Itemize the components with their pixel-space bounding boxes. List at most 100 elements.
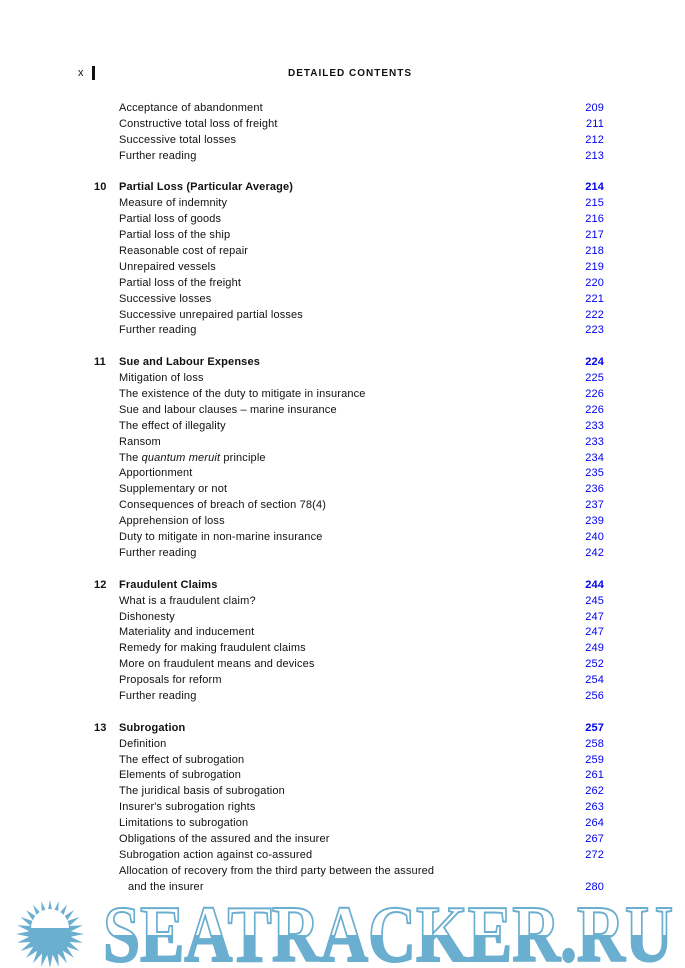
page-number-link[interactable]: 244 <box>585 578 604 591</box>
page-number-link[interactable]: 259 <box>585 753 604 766</box>
toc-entry[interactable]: Further reading 256 <box>0 689 685 705</box>
toc-entry[interactable]: Apprehension of loss 239 <box>0 514 685 530</box>
page-number-link[interactable]: 254 <box>585 674 604 687</box>
chapter-title: Subrogation <box>119 721 186 734</box>
page-number-link[interactable]: 242 <box>585 546 604 559</box>
page-number-link[interactable]: 280 <box>585 880 604 893</box>
toc-entry[interactable]: Acceptance of abandonment 209 <box>0 101 685 117</box>
page-number-link[interactable]: 212 <box>585 133 604 146</box>
toc-entry[interactable]: Consequences of breach of section 78(4) 2… <box>0 498 685 514</box>
toc-entry[interactable]: More on fraudulent means and devices 252 <box>0 657 685 673</box>
page-number-link[interactable]: 233 <box>585 435 604 448</box>
chapter-row[interactable]: 13 Subrogation 257 <box>0 721 685 737</box>
toc-entry[interactable]: Allocation of recovery from the third pa… <box>0 864 685 880</box>
toc-entry[interactable]: Supplementary or not 236 <box>0 482 685 498</box>
toc-entry[interactable]: Successive losses 221 <box>0 292 685 308</box>
toc-entry[interactable]: Further reading 242 <box>0 546 685 562</box>
entry-title: The quantum meruit principle <box>119 451 266 467</box>
toc-entry[interactable]: The effect of illegality 233 <box>0 419 685 435</box>
toc-entry[interactable]: Insurer's subrogation rights 263 <box>0 800 685 816</box>
page-number-link[interactable]: 263 <box>585 801 604 814</box>
toc-entry[interactable]: Elements of subrogation 261 <box>0 768 685 784</box>
page-number-link[interactable]: 237 <box>585 499 604 512</box>
page-number-link[interactable]: 272 <box>585 848 604 861</box>
page-number-link[interactable]: 220 <box>585 276 604 289</box>
chapter-row[interactable]: 11 Sue and Labour Expenses 224 <box>0 355 685 371</box>
toc-entry[interactable]: Successive total losses 212 <box>0 133 685 149</box>
title-part: The <box>119 451 142 464</box>
page-number-link[interactable]: 240 <box>585 531 604 544</box>
toc-entry[interactable]: Subrogation action against co-assured 272 <box>0 848 685 864</box>
page-number-link[interactable]: 249 <box>585 642 604 655</box>
toc-entry[interactable]: Ransom 233 <box>0 435 685 451</box>
page-number-link[interactable]: 226 <box>585 403 604 416</box>
toc-entry[interactable]: Unrepaired vessels 219 <box>0 260 685 276</box>
entry-title: Successive unrepaired partial losses <box>119 308 303 321</box>
page-number-link[interactable]: 247 <box>585 610 604 623</box>
page-number-link[interactable]: 233 <box>585 419 604 432</box>
toc-entry[interactable]: Mitigation of loss 225 <box>0 371 685 387</box>
page-number-link[interactable]: 219 <box>585 260 604 273</box>
page-number-link[interactable]: 262 <box>585 785 604 798</box>
chapter-title: Fraudulent Claims <box>119 578 218 591</box>
page-number-link[interactable]: 245 <box>585 594 604 607</box>
toc-entry[interactable]: Duty to mitigate in non-marine insurance… <box>0 530 685 546</box>
toc-entry[interactable]: The effect of subrogation 259 <box>0 753 685 769</box>
toc-entry[interactable]: Materiality and inducement 247 <box>0 625 685 641</box>
toc-entry[interactable]: Remedy for making fraudulent claims 249 <box>0 641 685 657</box>
page-number-link[interactable]: 267 <box>585 832 604 845</box>
toc-entry[interactable]: Dishonesty 247 <box>0 610 685 626</box>
entry-title: Reasonable cost of repair <box>119 245 249 258</box>
page-number-link[interactable]: 217 <box>585 229 604 242</box>
page-number-link[interactable]: 222 <box>585 308 604 321</box>
page-number-link[interactable]: 223 <box>585 324 604 337</box>
toc-entry[interactable]: The existence of the duty to mitigate in… <box>0 387 685 403</box>
entry-title: Definition <box>119 737 167 750</box>
page-number-link[interactable]: 235 <box>585 467 604 480</box>
page-number-link[interactable]: 224 <box>585 356 604 369</box>
page-number-link[interactable]: 216 <box>585 213 604 226</box>
chapter-row[interactable]: 12 Fraudulent Claims 244 <box>0 578 685 594</box>
chapter-row[interactable]: 10 Partial Loss (Particular Average) 214 <box>0 180 685 196</box>
page-number-link[interactable]: 221 <box>585 292 604 305</box>
entry-title: Subrogation action against co-assured <box>119 848 313 861</box>
toc-entry[interactable]: Limitations to subrogation 264 <box>0 816 685 832</box>
page-number-link[interactable]: 261 <box>585 769 604 782</box>
page-number-link[interactable]: 225 <box>585 372 604 385</box>
toc-entry[interactable]: Sue and labour clauses – marine insuranc… <box>0 403 685 419</box>
page-number-link[interactable]: 211 <box>586 117 604 130</box>
toc-entry[interactable]: What is a fraudulent claim? 245 <box>0 594 685 610</box>
page-number-link[interactable]: 214 <box>585 181 604 194</box>
page-number-link[interactable]: 236 <box>585 483 604 496</box>
page-number-link[interactable]: 239 <box>585 515 604 528</box>
toc-entry[interactable]: The juridical basis of subrogation 262 <box>0 784 685 800</box>
toc-entry[interactable]: Definition 258 <box>0 737 685 753</box>
page-number-link[interactable]: 234 <box>585 451 604 464</box>
page-number-link[interactable]: 209 <box>585 102 604 114</box>
toc-entry[interactable]: Reasonable cost of repair 218 <box>0 244 685 260</box>
toc-entry[interactable]: Partial loss of the ship 217 <box>0 228 685 244</box>
toc-entry[interactable]: Partial loss of goods 216 <box>0 212 685 228</box>
toc-entry[interactable]: Proposals for reform 254 <box>0 673 685 689</box>
toc-entry[interactable]: Further reading 223 <box>0 323 685 339</box>
toc-entry[interactable]: Measure of indemnity 215 <box>0 196 685 212</box>
page-number-link[interactable]: 264 <box>585 817 604 830</box>
page-number-link[interactable]: 258 <box>585 737 604 750</box>
page-number-link[interactable]: 256 <box>585 689 604 702</box>
toc-entry[interactable]: and the insurer 280 <box>0 880 685 896</box>
toc-entry[interactable]: Further reading 213 <box>0 149 685 165</box>
toc-entry[interactable]: The quantum meruit principle 234 <box>0 451 685 467</box>
page-number-link[interactable]: 218 <box>585 245 604 258</box>
toc-entry[interactable]: Obligations of the assured and the insur… <box>0 832 685 848</box>
toc-entry[interactable]: Apportionment 235 <box>0 466 685 482</box>
page-number-link[interactable]: 215 <box>585 197 604 210</box>
toc-entry[interactable]: Constructive total loss of freight 211 <box>0 117 685 133</box>
toc-entry[interactable]: Successive unrepaired partial losses 222 <box>0 308 685 324</box>
page-number-link[interactable]: 226 <box>585 388 604 401</box>
page-number-link[interactable]: 257 <box>585 721 604 734</box>
entry-title: Limitations to subrogation <box>119 817 249 830</box>
page-number-link[interactable]: 252 <box>585 658 604 671</box>
page-number-link[interactable]: 213 <box>585 149 604 162</box>
toc-entry[interactable]: Partial loss of the freight 220 <box>0 276 685 292</box>
page-number-link[interactable]: 247 <box>585 626 604 639</box>
